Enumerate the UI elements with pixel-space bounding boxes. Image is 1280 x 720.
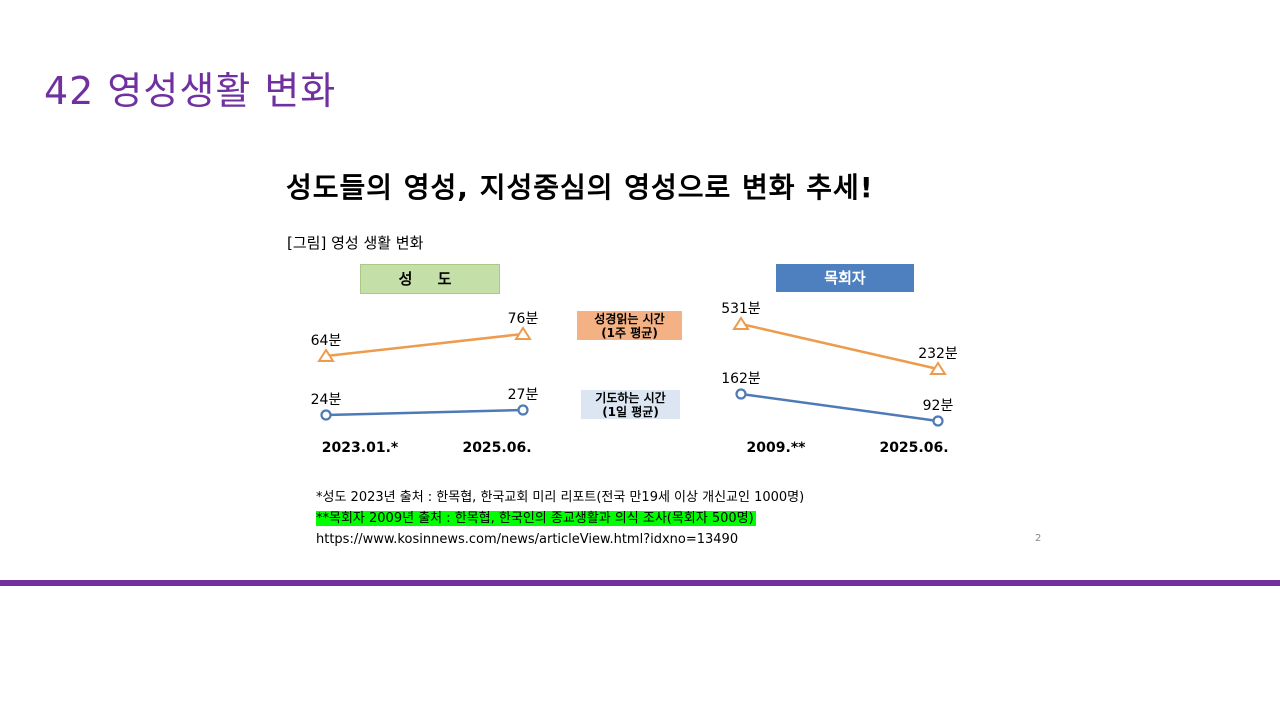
category-label: 2025.06. [462, 440, 531, 456]
figure-caption: [그림] 영성 생활 변화 [287, 234, 424, 252]
data-label: 92분 [923, 398, 954, 414]
category-label: 2009.** [747, 440, 807, 456]
slide-title: 42 영성생활 변화 [44, 69, 337, 113]
saints-group-label: 성 도 [360, 264, 500, 294]
prayer-metric-line1: 기도하는 시간 [595, 391, 666, 405]
pastors-group-label: 목회자 [776, 264, 914, 292]
headline: 성도들의 영성, 지성중심의 영성으로 변화 추세! [286, 171, 874, 204]
triangle-marker [317, 348, 335, 362]
circle-marker [517, 404, 529, 416]
series-line-bible [325, 332, 524, 358]
page-number: 2 [1035, 533, 1042, 544]
category-label: 2023.01.* [322, 440, 399, 456]
source-pastors: **목회자 2009년 출처 : 한목협, 한국인의 종교생활과 의식 조사(목… [316, 511, 756, 526]
source-saints: *성도 2023년 출처 : 한목협, 한국교회 미리 리포트(전국 만19세 … [316, 490, 805, 505]
circle-marker [320, 409, 332, 421]
prayer-metric-label: 기도하는 시간 (1일 평균) [581, 390, 680, 419]
series-line-prayer [740, 392, 939, 423]
bottom-divider [0, 580, 1280, 586]
triangle-marker [929, 361, 947, 375]
data-label: 27분 [508, 387, 539, 403]
prayer-metric-line2: (1일 평균) [602, 405, 659, 419]
data-label: 531분 [721, 301, 761, 317]
bible-metric-line2: (1주 평균) [601, 326, 658, 340]
data-label: 162분 [721, 371, 761, 387]
data-label: 76분 [508, 311, 539, 327]
data-label: 24분 [311, 392, 342, 408]
series-line-prayer [325, 408, 524, 417]
triangle-marker [732, 316, 750, 330]
source-url: https://www.kosinnews.com/news/articleVi… [316, 532, 739, 547]
category-label: 2025.06. [879, 440, 948, 456]
sources-block: *성도 2023년 출처 : 한목협, 한국교회 미리 리포트(전국 만19세 … [316, 487, 804, 550]
triangle-marker [514, 326, 532, 340]
data-label: 64분 [311, 333, 342, 349]
data-label: 232분 [918, 346, 958, 362]
bible-reading-metric-label: 성경읽는 시간 (1주 평균) [577, 311, 682, 340]
series-line-bible [740, 322, 939, 371]
bible-metric-line1: 성경읽는 시간 [594, 312, 665, 326]
circle-marker [735, 388, 747, 400]
circle-marker [932, 415, 944, 427]
